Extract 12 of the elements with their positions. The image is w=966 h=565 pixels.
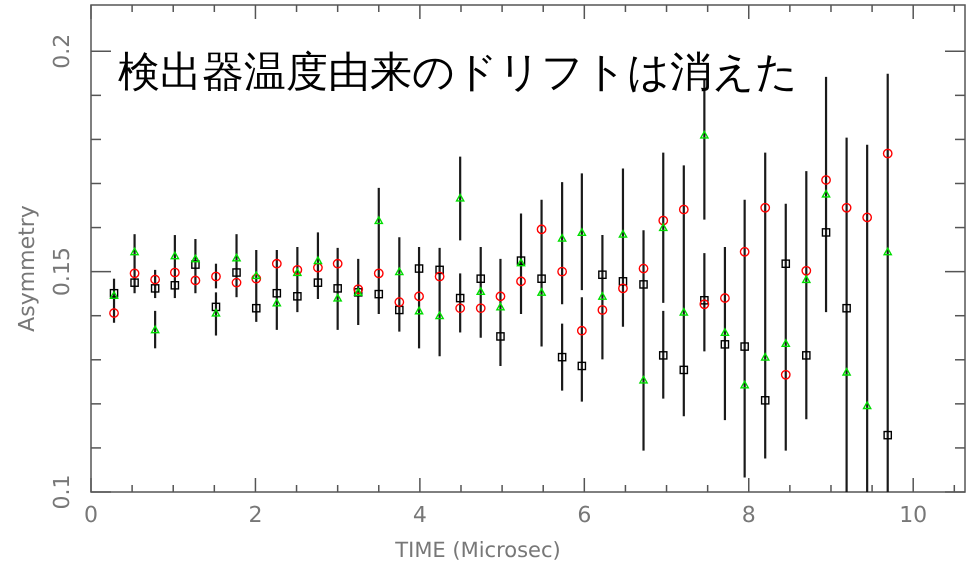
y-axis-title: Asymmetry: [15, 205, 40, 332]
x-tick-label: 6: [577, 503, 592, 528]
x-tick-label: 0: [84, 503, 98, 528]
x-tick-label: 4: [412, 503, 427, 528]
x-axis-title: TIME (Microsec): [394, 538, 561, 562]
x-tick-label: 10: [899, 503, 928, 528]
x-tick-label: 8: [742, 503, 756, 528]
y-tick-label: 0.1: [50, 474, 75, 510]
text: 検出器温度由来のドリフトは消えた: [118, 47, 798, 96]
x-tick-label: 2: [248, 503, 262, 528]
y-tick-label: 0.15: [50, 247, 75, 296]
y-tick-label: 0.2: [50, 34, 75, 69]
